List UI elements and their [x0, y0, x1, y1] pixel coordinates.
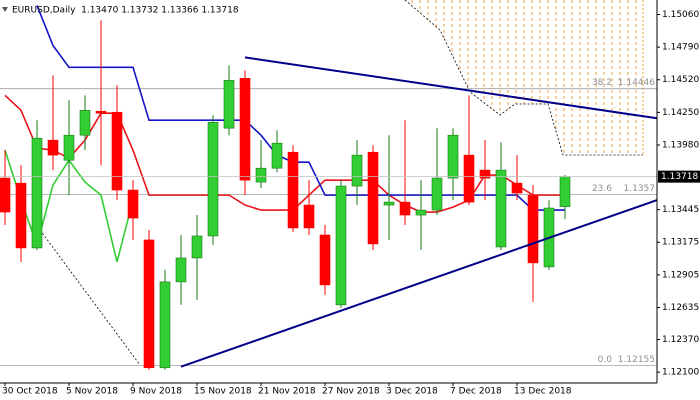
- candle-body: [95, 110, 107, 114]
- candle-body: [207, 121, 219, 237]
- price-tag-label: 1.13718: [661, 172, 698, 182]
- candle-body: [79, 110, 91, 136]
- candle-body: [127, 189, 139, 219]
- candle-body: [0, 177, 11, 213]
- candle-body: [559, 176, 571, 207]
- candle-body: [335, 185, 347, 306]
- candle-body: [31, 137, 43, 249]
- candle-body: [431, 177, 443, 211]
- candle-body: [367, 151, 379, 245]
- candle-body: [239, 77, 251, 181]
- y-tick-label: 1.12905: [662, 270, 699, 280]
- candle-body: [287, 151, 299, 229]
- y-tick-label: 1.13445: [662, 205, 699, 215]
- candle-body: [447, 134, 459, 179]
- trend-line: [244, 56, 658, 120]
- x-tick-label: 5 Nov 2018: [66, 387, 118, 397]
- fib-label: 38.2: [592, 78, 612, 88]
- y-tick-label: 1.15060: [662, 10, 699, 20]
- candle-body: [143, 239, 155, 369]
- candle-body: [223, 80, 235, 129]
- y-tick-label: 1.13175: [662, 238, 699, 248]
- x-tick-label: 27 Nov 2018: [322, 387, 380, 397]
- y-tick-label: 1.13980: [662, 140, 699, 150]
- candle-body: [479, 169, 491, 179]
- candle-body: [463, 154, 475, 203]
- y-tick-label: 1.12370: [662, 335, 699, 345]
- candle-body: [255, 167, 267, 183]
- candle-body: [63, 134, 75, 161]
- candle-body: [527, 194, 539, 264]
- x-tick-label: 21 Nov 2018: [258, 387, 316, 397]
- y-tick-label: 1.12100: [662, 368, 699, 378]
- price-tag: [658, 170, 700, 183]
- candle-body: [191, 235, 203, 259]
- y-tick-label: 1.12635: [662, 303, 699, 313]
- candle-body: [319, 234, 331, 286]
- x-tick-label: 7 Dec 2018: [450, 387, 502, 397]
- chart-title: EURUSD,Daily 1.13470 1.13732 1.13366 1.1…: [12, 6, 239, 16]
- candle-body: [111, 111, 123, 191]
- x-tick-label: 30 Oct 2018: [2, 387, 58, 397]
- fib-label: 23.6: [592, 184, 612, 194]
- candle-body: [159, 281, 171, 369]
- candle-body: [351, 154, 363, 187]
- y-tick-label: 1.14250: [662, 108, 699, 118]
- trend-line: [180, 199, 658, 368]
- fib-value: 1.14446: [618, 78, 655, 88]
- fib-label: 0.0: [598, 355, 613, 365]
- y-tick-label: 1.14520: [662, 75, 699, 85]
- x-tick-label: 13 Dec 2018: [514, 387, 572, 397]
- fib-value: 1.12155: [618, 355, 655, 365]
- indicator-line: [36, 5, 565, 211]
- plot-area: 1.14446 38.2 1.1357 23.6 1.12155 0.0: [0, 5, 658, 370]
- x-tick-label: 15 Nov 2018: [194, 387, 252, 397]
- candle-body: [15, 182, 27, 249]
- candle-body: [47, 139, 59, 156]
- symbol-icon: [2, 7, 8, 12]
- candle-body: [271, 142, 283, 169]
- candle-body: [415, 209, 427, 216]
- x-tick-label: 3 Dec 2018: [386, 387, 438, 397]
- ichimoku-cloud: [405, 0, 643, 155]
- x-tick-label: 9 Nov 2018: [130, 387, 182, 397]
- candle-body: [303, 204, 315, 229]
- cloud-edge: [39, 229, 141, 366]
- y-tick-label: 1.14790: [662, 43, 699, 53]
- candle-body: [511, 182, 523, 194]
- candle-body: [383, 201, 395, 206]
- candle-body: [175, 257, 187, 283]
- cloud-edge: [404, 0, 643, 156]
- candle-body: [399, 201, 411, 216]
- candle-body: [495, 169, 507, 248]
- fib-value: 1.1357: [624, 184, 656, 194]
